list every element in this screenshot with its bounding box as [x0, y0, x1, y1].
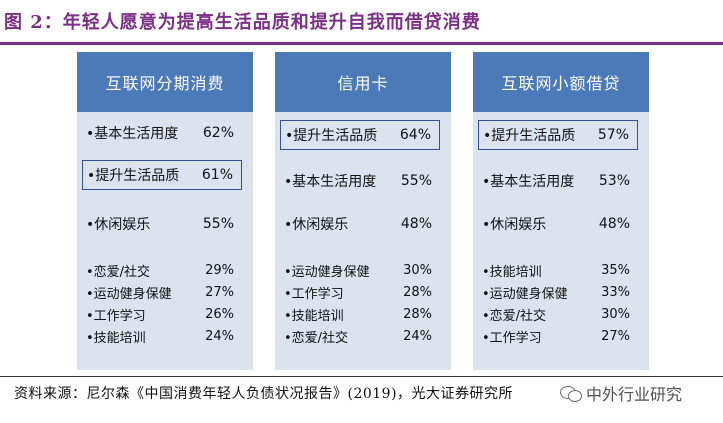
item-label: •休闲娱乐 [284, 217, 349, 233]
column-credit-card: 信用卡 •提升生活品质 64% •基本生活用度 55% •休闲娱乐 48% •运… [275, 52, 451, 370]
wechat-icon [560, 384, 582, 402]
item-label: •技能培训 [86, 330, 146, 346]
item-label: •基本生活用度 [86, 126, 179, 142]
highlighted-item: •提升生活品质 64% [280, 120, 440, 150]
list-item: •休闲娱乐 55% [82, 209, 242, 239]
item-label: •工作学习 [482, 330, 542, 346]
list-item: •运动健身保健 33% [478, 282, 638, 302]
item-value: 29% [205, 262, 234, 278]
item-label: •基本生活用度 [482, 174, 575, 190]
title-rule [0, 42, 723, 45]
item-label: •工作学习 [86, 308, 146, 324]
list-item: •运动健身保健 27% [82, 282, 242, 302]
item-value: 48% [400, 216, 432, 232]
watermark-text: 中外行业研究 [586, 385, 683, 404]
list-item: •技能培训 35% [478, 260, 638, 280]
column-header: 信用卡 [275, 52, 451, 112]
item-value: 26% [205, 306, 234, 322]
item-value: 33% [601, 284, 630, 300]
source-note: 资料来源：尼尔森《中国消费年轻人负债状况报告》(2019)，光大证券研究所 [14, 386, 514, 402]
item-value: 27% [205, 284, 234, 300]
list-item: •基本生活用度 55% [280, 166, 440, 196]
item-label: •休闲娱乐 [482, 217, 547, 233]
list-item: •技能培训 24% [82, 326, 242, 346]
item-value: 55% [400, 173, 432, 189]
item-value: 57% [597, 127, 629, 143]
item-label: •休闲娱乐 [86, 217, 151, 233]
watermark: 中外行业研究 [560, 381, 683, 405]
item-label: •提升生活品质 [285, 128, 378, 144]
source-rule [0, 376, 723, 377]
list-item: •工作学习 28% [280, 282, 440, 302]
item-label: •运动健身保健 [482, 286, 568, 302]
item-value: 30% [403, 262, 432, 278]
figure-title: 图 2：年轻人愿意为提高生活品质和提升自我而借贷消费 [4, 12, 481, 33]
item-label: •运动健身保健 [86, 286, 172, 302]
item-label: •运动健身保健 [284, 264, 370, 280]
item-value: 53% [598, 173, 630, 189]
list-item: •工作学习 26% [82, 304, 242, 324]
list-item: •工作学习 27% [478, 326, 638, 346]
list-item: •恋爱/社交 30% [478, 304, 638, 324]
column-micro-loan: 互联网小额借贷 •提升生活品质 57% •基本生活用度 53% •休闲娱乐 48… [473, 52, 649, 370]
item-value: 24% [205, 328, 234, 344]
item-value: 28% [403, 284, 432, 300]
column-header: 互联网小额借贷 [473, 52, 649, 112]
list-item: •技能培训 28% [280, 304, 440, 324]
column-header: 互联网分期消费 [77, 52, 253, 112]
item-value: 64% [399, 127, 431, 143]
item-label: •恋爱/社交 [86, 264, 151, 280]
item-value: 55% [202, 216, 234, 232]
item-label: •提升生活品质 [87, 168, 180, 184]
highlighted-item: •提升生活品质 61% [82, 160, 242, 190]
item-label: •提升生活品质 [483, 128, 576, 144]
item-label: •工作学习 [284, 286, 344, 302]
item-label: •技能培训 [482, 264, 542, 280]
list-item: •基本生活用度 62% [82, 118, 242, 148]
item-value: 48% [598, 216, 630, 232]
item-value: 24% [403, 328, 432, 344]
list-item: •恋爱/社交 29% [82, 260, 242, 280]
item-value: 35% [601, 262, 630, 278]
item-value: 30% [601, 306, 630, 322]
item-value: 27% [601, 328, 630, 344]
item-label: •基本生活用度 [284, 174, 377, 190]
item-label: •技能培训 [284, 308, 344, 324]
item-value: 62% [202, 125, 234, 141]
list-item: •基本生活用度 53% [478, 166, 638, 196]
item-label: •恋爱/社交 [482, 308, 547, 324]
list-item: •恋爱/社交 24% [280, 326, 440, 346]
list-item: •休闲娱乐 48% [280, 209, 440, 239]
list-item: •休闲娱乐 48% [478, 209, 638, 239]
item-value: 28% [403, 306, 432, 322]
list-item: •运动健身保健 30% [280, 260, 440, 280]
item-label: •恋爱/社交 [284, 330, 349, 346]
highlighted-item: •提升生活品质 57% [478, 120, 638, 150]
item-value: 61% [201, 167, 233, 183]
column-installment: 互联网分期消费 •基本生活用度 62% •提升生活品质 61% •休闲娱乐 55… [77, 52, 253, 370]
